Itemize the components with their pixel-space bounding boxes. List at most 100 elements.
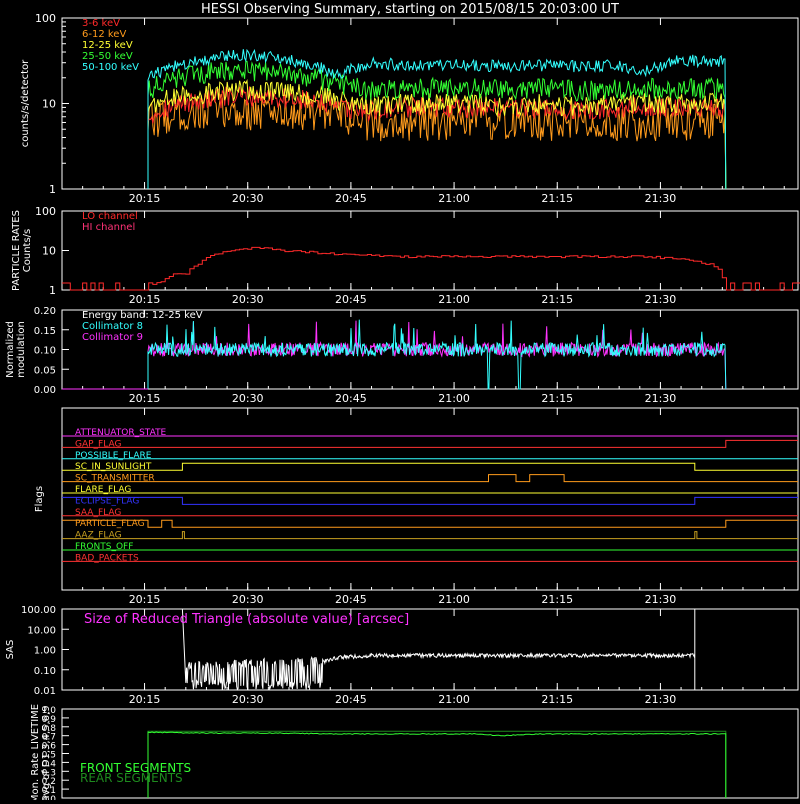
modulation-xtick-label: 20:45 (335, 392, 367, 405)
particle-rate-legend-1: HI channel (82, 222, 135, 233)
count-rate-legend-25-50-keV: 25-50 keV (82, 51, 133, 62)
modulation-panel: 0.00 0.05 0.10 0.15 0.20 20:15 20:30 20:45 21:00… (5, 306, 799, 405)
count-rate-legend-3-6-keV: 3-6 keV (82, 18, 120, 29)
sas-ylabel: SAS (5, 640, 16, 660)
modulation-xtick-label: 21:15 (541, 392, 573, 405)
livetime-legend-1: REAR SEGMENTS (80, 771, 183, 785)
figure-title: HESSI Observing Summary, starting on 201… (201, 2, 619, 17)
count-rate-legend-12-25-keV: 12-25 keV (82, 40, 133, 51)
flag-label-eclipse_flag: ECLIPSE_FLAG (75, 496, 139, 506)
flag-trace-sc_transmitter (62, 474, 798, 483)
modulation-series-0 (147, 319, 727, 390)
flags-xtick-label: 20:15 (129, 593, 161, 606)
count-rate-xtick-label: 20:30 (232, 192, 264, 205)
livetime-ylabel-line: Mon. Rate LIVETIME (30, 704, 41, 800)
modulation-xtick-label: 21:30 (645, 392, 677, 405)
flag-label-sc_in_sunlight: SC_IN_SUNLIGHT (75, 462, 152, 472)
count-rate-xtick-label: 20:45 (335, 192, 367, 205)
sas-series (181, 608, 696, 691)
flags-xtick-label: 21:30 (645, 593, 677, 606)
sas-ytick-label: 0.01 (34, 686, 56, 697)
flag-label-possible_flare: POSSIBLE_FLARE (75, 451, 152, 461)
count-rate-series-3-6-keV (147, 86, 727, 190)
particle-rate-ylabel: PARTICLE RATESCounts/s (11, 210, 33, 291)
count-rate-ylabel-line: counts/s/detector (20, 59, 31, 147)
flag-label-sc_transmitter: SC_TRANSMITTER (75, 474, 155, 484)
modulation-ytick-label: 0.10 (34, 346, 56, 357)
livetime-ytick-label: 0.6 (42, 742, 57, 752)
modulation-ytick-label: 0.00 (34, 385, 56, 396)
livetime-ytick-label: 0.3 (42, 768, 56, 778)
livetime-ytick-label: 0.9 (42, 715, 57, 725)
sas-annotation: Size of Reduced Triangle (absolute value… (84, 612, 409, 627)
flag-label-gap_flag: GAP_FLAG (75, 439, 121, 449)
particle-rate-ytick-label: 1 (49, 284, 56, 297)
flags-xtick-label: 21:15 (541, 593, 573, 606)
livetime-legend-0: FRONT SEGMENTS (80, 761, 191, 775)
sas-xtick-label: 20:30 (232, 693, 264, 706)
sas-xtick-label: 20:15 (129, 693, 161, 706)
flags-panel-frame (61, 407, 799, 591)
count-rate-ytick-label: 1 (49, 183, 56, 196)
livetime-ytick-label: 0.1 (42, 786, 56, 796)
flags-xtick-label: 20:45 (335, 593, 367, 606)
particle-rate-xtick-label: 21:00 (438, 293, 470, 306)
sas-ytick-label: 10.00 (27, 625, 56, 636)
particle-rate-xtick-label: 20:15 (129, 293, 161, 306)
livetime-ytick-label: 1.0 (42, 706, 57, 716)
livetime-ytick-label: 0.8 (42, 724, 57, 734)
flag-trace-sc_in_sunlight (62, 462, 798, 471)
count-rate-series-50-100-keV (147, 48, 727, 190)
modulation-xtick-label: 20:15 (129, 392, 161, 405)
flag-label-aaz_flag: AAZ_FLAG (75, 531, 122, 541)
sas-ytick-label: 0.10 (34, 666, 56, 677)
sas-xtick-label: 21:00 (438, 693, 470, 706)
flag-label-flare_flag: FLARE_FLAG (75, 485, 131, 495)
count-rate-xtick-label: 21:15 (541, 192, 573, 205)
sas-ytick-label: 100.00 (21, 605, 56, 616)
sas-ylabel-line: SAS (5, 640, 16, 660)
sas-xtick-label: 21:15 (541, 693, 573, 706)
count-rate-ytick-label: 10 (42, 98, 56, 111)
particle-rate-xtick-label: 20:45 (335, 293, 367, 306)
count-rate-panel: 1 10 100 20:15 20:30 20:45 21:00 21:15 21:30 coun… (20, 12, 799, 205)
count-rate-series-12-25-keV (147, 78, 727, 190)
particle-rate-legend-0: LO channel (82, 211, 138, 222)
modulation-ytick-label: 0.15 (34, 326, 56, 337)
count-rate-legend-50-100-keV: 50-100 keV (82, 62, 139, 73)
flag-trace-eclipse_flag (62, 496, 798, 505)
flags-ylabel: Flags (34, 486, 45, 512)
modulation-ylabel: Normalizedmodulation (5, 321, 27, 378)
sas-xtick-label: 21:30 (645, 693, 677, 706)
livetime-ytick-label: 0.7 (42, 733, 56, 743)
livetime-ytick-label: 0.5 (42, 751, 56, 761)
flag-trace-aaz_flag (62, 531, 798, 540)
flags-xtick-label: 21:00 (438, 593, 470, 606)
livetime-ytick-label: 0.4 (42, 759, 57, 769)
particle-rate-ytick-label: 100 (35, 205, 56, 218)
modulation-series-1 (147, 320, 727, 390)
particle-rate-xtick-label: 20:30 (232, 293, 264, 306)
sas-ytick-label: 1.00 (34, 646, 56, 657)
count-rate-xtick-label: 21:30 (645, 192, 677, 205)
count-rate-series-25-50-keV (147, 60, 727, 190)
count-rate-xtick-label: 21:00 (438, 192, 470, 205)
sas-panel: 0.01 0.10 1.00 10.00 100.00 20:15 20:30 20:45 21… (5, 605, 799, 706)
particle-rate-ylabel-line: Counts/s (22, 229, 33, 273)
flags-panel: 20:15 20:30 20:45 21:00 21:15 21:30 Flags ATTEN… (34, 407, 799, 606)
livetime-ylabel-line: avg of D1,3,4,5,6,9 (41, 705, 52, 800)
flag-label-particle_flag: PARTICLE_FLAG (75, 519, 145, 529)
count-rate-ylabel: counts/s/detector (20, 59, 31, 147)
count-rate-legend-6-12-keV: 6-12 keV (82, 29, 126, 40)
modulation-legend-1: Collimator 9 (82, 332, 143, 343)
particle-rate-panel: 1 10 100 20:15 20:30 20:45 21:00 21:15 21:30 PART… (11, 205, 800, 306)
flags-xtick-label: 20:30 (232, 593, 264, 606)
particle-rate-xtick-label: 21:30 (645, 293, 677, 306)
modulation-xtick-label: 21:00 (438, 392, 470, 405)
livetime-series-front (147, 731, 727, 798)
modulation-ylabel-line: modulation (16, 321, 27, 378)
flag-label-bad_packets: BAD_PACKETS (75, 553, 139, 563)
